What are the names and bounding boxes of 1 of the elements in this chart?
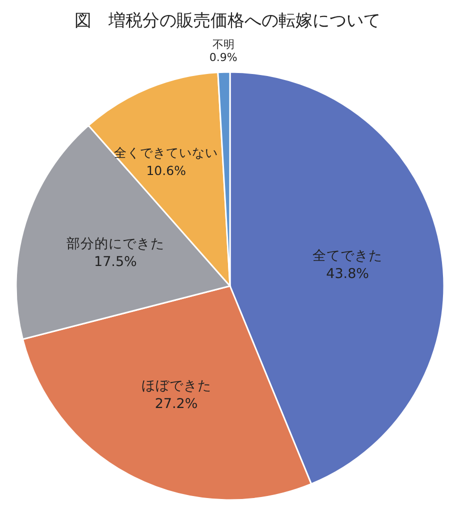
chart-title: 図 増税分の販売価格への転嫁について (74, 11, 380, 31)
